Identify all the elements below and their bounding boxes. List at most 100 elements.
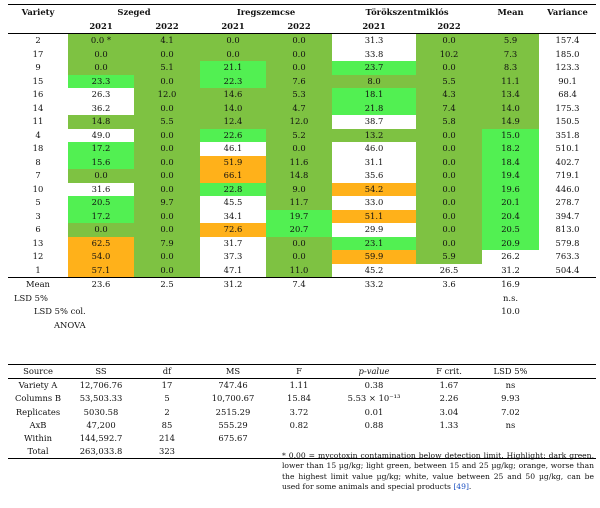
anova-header-cell: df [134,363,200,380]
value-cell: 29.9 [332,223,417,237]
value-cell: 0.0 [134,101,200,115]
header-blank [539,19,597,34]
column-mean-cell: 7.4 [266,277,333,292]
value-cell: 0.0 [134,250,200,264]
anova-cell: 3.04 [439,406,459,417]
value-cell: 54.2 [332,182,417,196]
variety-cell: 4 [35,129,41,140]
anova-cell: 15.84 [287,393,311,404]
value-cell: 8.0 [332,74,417,88]
value-cell: 0.0 [266,33,333,48]
mean-cell: 11.1 [482,74,540,88]
anova-cell: 0.82 [289,419,309,430]
value-cell: 51.9 [200,155,266,169]
variance-cell: 813.0 [555,224,580,234]
variance-cell: 278.7 [555,197,580,207]
variety-row: 13 62.5 7.9 31.7 0.0 23.1 0.0 20.9 579.8 [8,236,596,250]
lsd-row-value: n.s. [503,292,519,303]
mean-cell: 18.2 [482,142,540,156]
header-row-1: Variety Szeged Iregszemcse Törökszentmik… [8,4,597,19]
variety-cell: 11 [32,116,44,126]
value-cell: 0.0 [134,169,200,183]
anova-cell: 144,592.7 [79,433,123,444]
blank-cell [539,445,596,460]
variety-row: 18 17.2 0.0 46.1 0.0 46.0 0.0 18.2 510.1 [8,142,596,156]
anova-row: Columns B 53,503.33 5 10,700.67 15.84 5.53 × … [8,392,596,405]
mean-cell: 20.4 [482,209,540,223]
header-year: 2022 [416,19,483,34]
column-mean-cell: 3.6 [416,277,483,292]
value-cell: 4.1 [134,33,200,48]
anova-cell: Within [24,433,52,444]
column-mean-cell: 33.2 [332,277,417,292]
variety-row: 8 15.6 0.0 51.9 11.6 31.1 0.0 18.4 402.7 [8,155,596,169]
value-cell: 14.8 [266,169,333,183]
variety-row: 16 26.3 12.0 14.6 5.3 18.1 4.3 13.4 68.4 [8,88,596,102]
variety-cell: 5 [35,197,41,207]
value-cell: 49.0 [68,128,134,142]
value-cell: 0.0 [416,33,483,48]
value-cell: 0.0 [416,128,483,142]
value-cell: 20.7 [266,223,333,237]
value-cell: 31.7 [200,236,266,250]
value-cell: 4.7 [266,101,333,115]
citation-link[interactable]: [49] [453,482,469,492]
variety-cell: 3 [35,210,41,221]
lsd-row-label: LSD 5% [14,292,48,303]
mean-cell: 18.4 [482,155,540,169]
anova-cell: Columns B [15,393,61,404]
variance-cell: 510.1 [555,143,580,153]
anova-cell: 3.72 [289,406,309,417]
value-cell: 0.0 [134,128,200,142]
anova-cell: 10,700.67 [211,393,255,404]
value-cell: 9.0 [266,182,333,196]
anova-cell [332,432,416,445]
value-cell: 36.2 [68,101,134,115]
variance-cell: 150.5 [555,116,580,126]
value-cell: 20.5 [68,196,134,210]
value-cell: 0.0 [416,236,483,250]
value-cell: 0.0 [416,182,483,196]
anova-cell [200,445,266,460]
variance-cell: 394.7 [555,210,580,221]
blank-cell [539,292,596,306]
value-cell: 22.3 [200,74,266,88]
variance-cell: 90.1 [558,75,577,86]
lsd-col-value: 10.0 [501,306,520,316]
value-cell: 0.0 [200,33,266,48]
variety-cell: 1 [35,264,41,275]
variance-cell: 185.0 [555,48,580,59]
value-cell: 13.2 [332,128,417,142]
mean-cell: 20.1 [482,196,540,210]
variety-row: 3 17.2 0.0 34.1 19.7 51.1 0.0 20.4 394.7 [8,209,596,223]
variance-cell: 157.4 [555,35,580,45]
anova-cell [482,445,539,460]
value-cell: 18.1 [332,88,417,102]
variety-cell: 12 [32,251,44,261]
value-cell: 0.0 [416,61,483,75]
anova-cell: 747.46 [218,380,248,391]
anova-cell: 1.67 [439,380,459,391]
variance-cell: 719.1 [555,170,580,180]
header-mean: Mean [482,4,540,19]
anova-cell: 2.26 [439,393,459,404]
value-cell: 0.0 [416,155,483,169]
value-cell: 17.2 [68,142,134,156]
header-variance: Variance [539,4,597,19]
value-cell: 0.0 [266,61,333,75]
variety-cell: 18 [32,143,44,153]
value-cell: 0.0 * [68,33,134,48]
mean-cell: 14.0 [482,101,540,115]
value-cell: 0.0 [416,169,483,183]
footnote: * 0.00 = mycotoxin contamination below d… [282,451,594,493]
variety-row: 2 0.0 * 4.1 0.0 0.0 31.3 0.0 5.9 157.4 [8,33,596,48]
anova-cell: Variety A [18,380,58,391]
variety-row: 1 57.1 0.0 47.1 11.0 45.2 26.5 31.2 504.4 [8,263,596,278]
anova-row: Within 144,592.7 214 675.67 [8,432,596,445]
value-cell: 0.0 [134,74,200,88]
mean-cell: 14.9 [482,115,540,129]
anova-cell: 0.38 [364,380,384,391]
value-cell: 22.6 [200,128,266,142]
value-cell: 0.0 [416,196,483,210]
anova-cell [416,432,482,445]
